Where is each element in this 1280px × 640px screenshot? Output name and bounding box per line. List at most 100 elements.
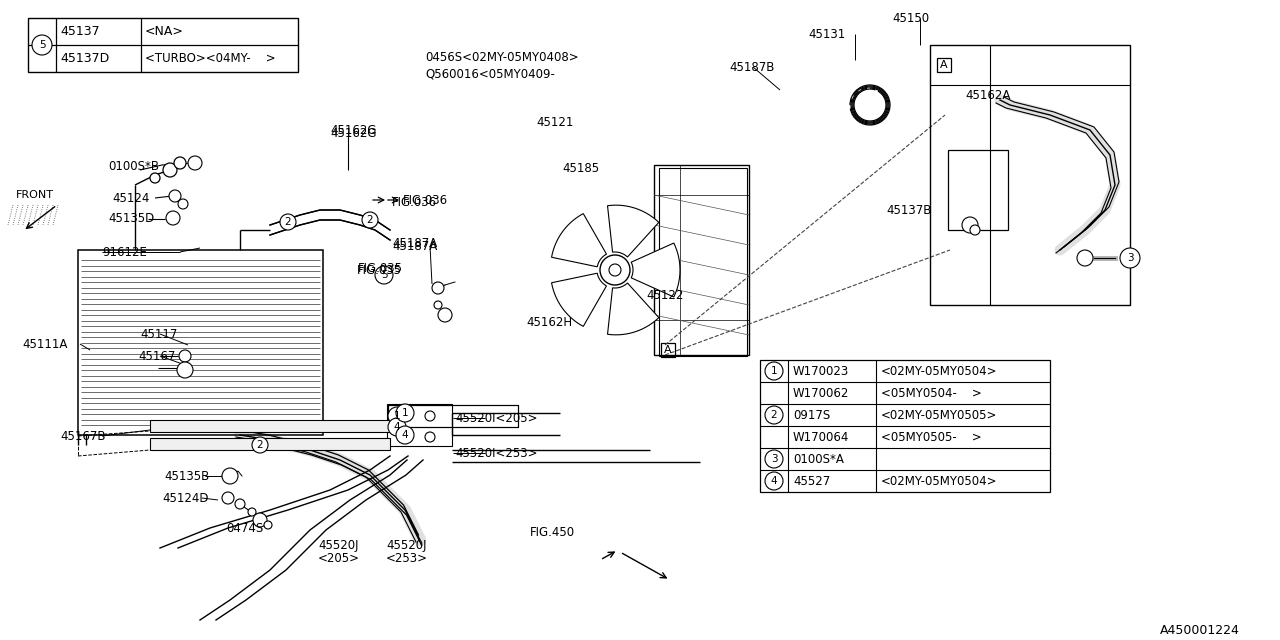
Text: 2: 2 <box>284 217 292 227</box>
Text: 0456S<02MY-05MY0408>: 0456S<02MY-05MY0408> <box>425 51 579 63</box>
Circle shape <box>1076 250 1093 266</box>
Text: W170062: W170062 <box>794 387 850 399</box>
Circle shape <box>169 190 180 202</box>
Circle shape <box>179 350 191 362</box>
Text: 4: 4 <box>402 430 408 440</box>
Text: A: A <box>664 345 672 355</box>
Text: 3: 3 <box>771 454 777 464</box>
Circle shape <box>32 35 52 55</box>
Text: <05MY0504-    >: <05MY0504- > <box>881 387 982 399</box>
Circle shape <box>150 173 160 183</box>
Text: 2: 2 <box>771 410 777 420</box>
Text: FIG.035: FIG.035 <box>358 262 403 275</box>
Text: <TURBO><04MY-    >: <TURBO><04MY- > <box>145 52 275 65</box>
Bar <box>654 165 749 355</box>
Text: Q560016<05MY0409-: Q560016<05MY0409- <box>425 67 554 81</box>
Text: FIG.450: FIG.450 <box>530 525 575 538</box>
Text: <02MY-05MY0505>: <02MY-05MY0505> <box>881 408 997 422</box>
Text: 45131: 45131 <box>808 28 845 40</box>
Circle shape <box>963 217 978 233</box>
Circle shape <box>434 301 442 309</box>
Text: 91612E: 91612E <box>102 246 147 259</box>
Text: 45185: 45185 <box>562 161 599 175</box>
Text: <02MY-05MY0504>: <02MY-05MY0504> <box>881 365 997 378</box>
Circle shape <box>280 214 296 230</box>
Text: 45167: 45167 <box>138 349 175 362</box>
Text: <253>: <253> <box>387 552 428 564</box>
Circle shape <box>388 407 406 425</box>
Circle shape <box>600 255 630 285</box>
Text: 45137B: 45137B <box>886 204 932 216</box>
Circle shape <box>253 513 268 527</box>
Circle shape <box>425 411 435 421</box>
Text: 0474S: 0474S <box>227 522 264 534</box>
Circle shape <box>433 282 444 294</box>
Text: 1: 1 <box>394 411 401 421</box>
Text: 45520J: 45520J <box>387 538 426 552</box>
Text: 45162H: 45162H <box>526 316 572 328</box>
Circle shape <box>264 521 273 529</box>
Text: 45121: 45121 <box>536 115 573 129</box>
Text: 45162G: 45162G <box>330 124 376 136</box>
Circle shape <box>396 426 413 444</box>
Bar <box>388 405 518 427</box>
Circle shape <box>248 508 256 516</box>
Text: 45135D: 45135D <box>108 211 155 225</box>
Text: 45137D: 45137D <box>60 52 109 65</box>
Text: FIG.036: FIG.036 <box>403 193 448 207</box>
Text: A: A <box>941 60 947 70</box>
Text: 45117: 45117 <box>140 328 178 340</box>
Bar <box>388 405 518 427</box>
Text: 45520I<253>: 45520I<253> <box>454 447 538 460</box>
Text: 1: 1 <box>402 408 408 418</box>
Circle shape <box>178 199 188 209</box>
Text: 5: 5 <box>38 40 45 50</box>
Circle shape <box>252 437 268 453</box>
Circle shape <box>188 156 202 170</box>
Text: 0100S*B: 0100S*B <box>108 159 159 173</box>
Circle shape <box>765 406 783 424</box>
Text: FIG.036: FIG.036 <box>392 195 438 209</box>
Bar <box>931 45 1130 305</box>
Circle shape <box>177 362 193 378</box>
Text: 2: 2 <box>366 215 374 225</box>
Text: W170023: W170023 <box>794 365 849 378</box>
Text: 1: 1 <box>771 366 777 376</box>
Text: 45135B: 45135B <box>164 470 209 483</box>
Text: 45187A: 45187A <box>392 237 438 250</box>
Circle shape <box>166 211 180 225</box>
Circle shape <box>765 472 783 490</box>
Circle shape <box>609 264 621 276</box>
Text: 45187A: 45187A <box>392 239 438 253</box>
Text: 5: 5 <box>380 270 388 280</box>
Text: <05MY0505-    >: <05MY0505- > <box>881 431 982 444</box>
Text: 45187B: 45187B <box>730 61 774 74</box>
Circle shape <box>765 450 783 468</box>
Polygon shape <box>608 205 659 257</box>
Circle shape <box>425 432 435 442</box>
Text: 45527: 45527 <box>794 474 831 488</box>
Circle shape <box>362 212 378 228</box>
Circle shape <box>375 266 393 284</box>
Text: 45162A: 45162A <box>965 88 1010 102</box>
Text: <NA>: <NA> <box>145 25 184 38</box>
Text: 45124: 45124 <box>113 191 150 205</box>
Text: 45167B: 45167B <box>60 429 105 442</box>
Circle shape <box>970 225 980 235</box>
Circle shape <box>438 308 452 322</box>
Text: <02MY-05MY0504>: <02MY-05MY0504> <box>881 474 997 488</box>
Polygon shape <box>552 214 607 267</box>
Text: 45111A: 45111A <box>22 337 68 351</box>
Circle shape <box>221 468 238 484</box>
Circle shape <box>221 492 234 504</box>
Text: 0917S: 0917S <box>794 408 831 422</box>
Text: 0100S*A: 0100S*A <box>794 452 844 465</box>
Text: FRONT: FRONT <box>15 190 54 200</box>
Bar <box>660 343 675 357</box>
Text: 45520I<205>: 45520I<205> <box>454 412 538 424</box>
Circle shape <box>163 163 177 177</box>
Circle shape <box>174 157 186 169</box>
Text: 45122: 45122 <box>646 289 684 301</box>
Circle shape <box>236 499 244 509</box>
Text: 4: 4 <box>394 422 401 432</box>
